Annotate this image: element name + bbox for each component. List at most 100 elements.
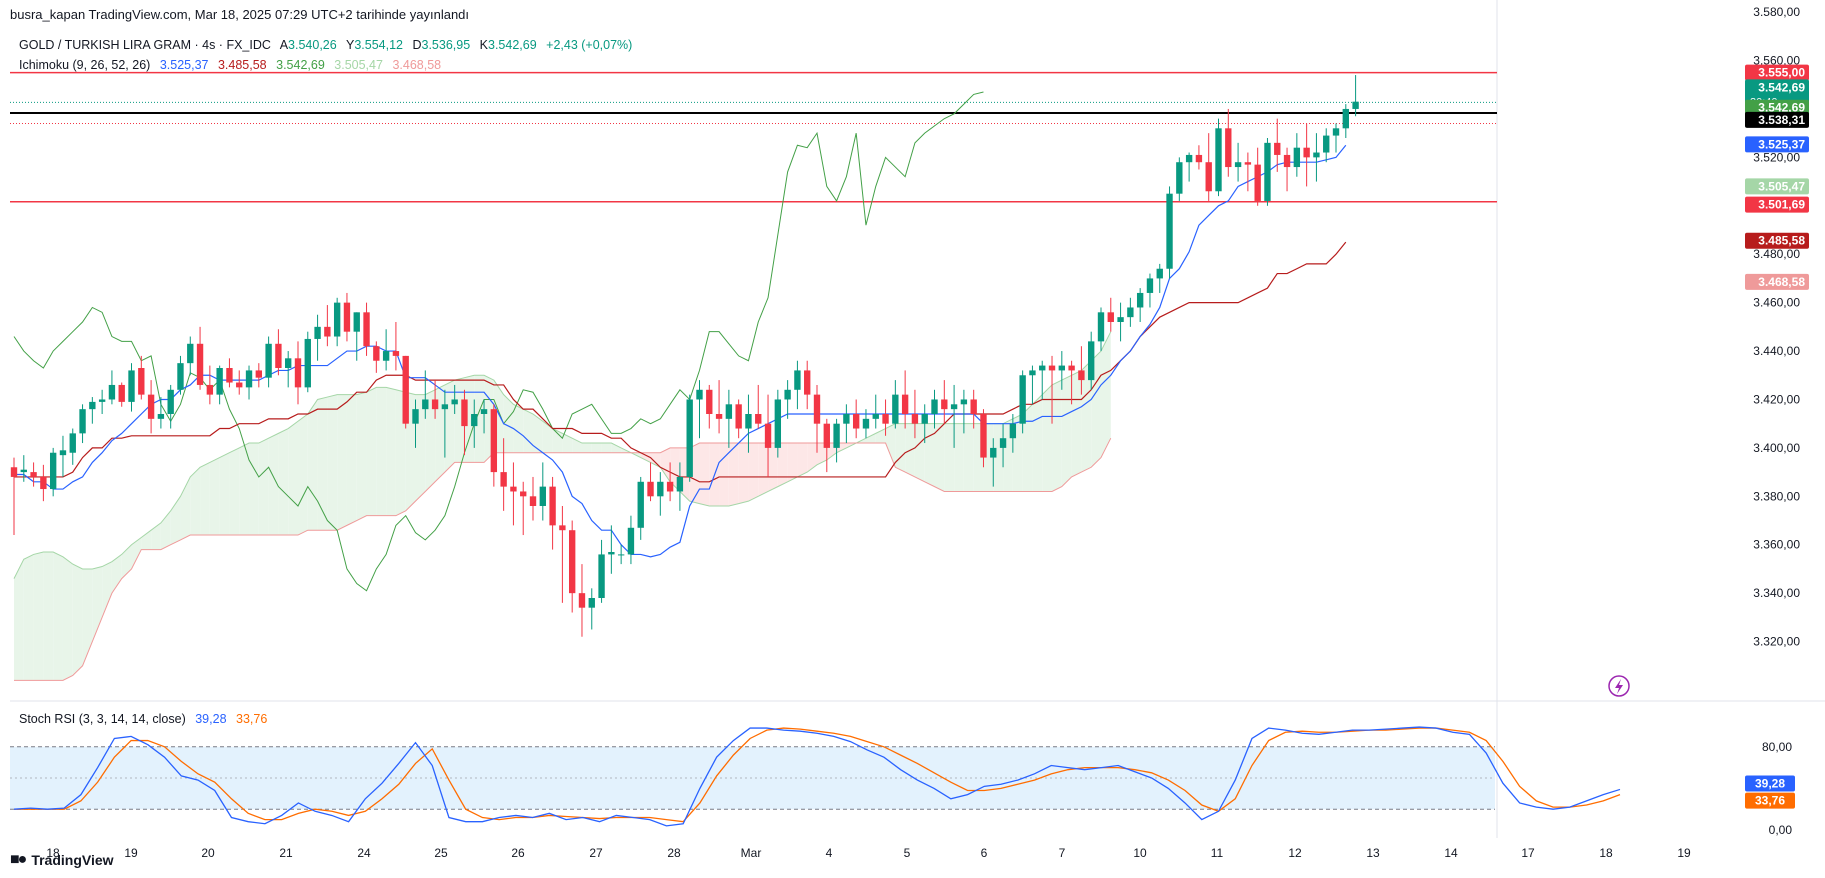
candle bbox=[441, 389, 449, 458]
candle bbox=[343, 292, 351, 342]
candle bbox=[1039, 360, 1046, 400]
open-label: A bbox=[279, 38, 289, 52]
candle-body bbox=[275, 343, 282, 368]
candle bbox=[911, 389, 919, 439]
candle bbox=[1078, 346, 1085, 395]
candle-body bbox=[666, 481, 674, 492]
cloud-segment bbox=[454, 377, 465, 463]
price-tick-label: 3.400,00 bbox=[1753, 441, 1800, 455]
candle-body bbox=[608, 552, 615, 555]
candle-body bbox=[1303, 147, 1310, 158]
candle-body bbox=[138, 368, 145, 395]
candle bbox=[862, 409, 870, 439]
candle bbox=[255, 363, 262, 388]
cloud-segment bbox=[768, 443, 778, 492]
candle bbox=[1019, 370, 1026, 434]
candle bbox=[167, 384, 174, 429]
candle bbox=[1283, 147, 1291, 192]
candle-body bbox=[833, 423, 840, 448]
candle bbox=[1088, 331, 1095, 390]
stoch-badge: 33,76 bbox=[1745, 792, 1795, 809]
ichimoku-legend[interactable]: Ichimoku (9, 26, 52, 26) 3.525,37 3.485,… bbox=[19, 58, 447, 72]
candle bbox=[794, 360, 801, 410]
time-tick-label: 25 bbox=[434, 846, 448, 860]
cloud-segment bbox=[924, 423, 935, 487]
candle bbox=[1068, 360, 1075, 405]
ichimoku-spana-value: 3.505,47 bbox=[334, 58, 383, 72]
ichimoku-chikou-value: 3.542,69 bbox=[276, 58, 325, 72]
candle bbox=[520, 481, 527, 536]
cloud-segment bbox=[963, 423, 974, 492]
cloud-segment bbox=[102, 561, 112, 618]
price-tick-label: 3.460,00 bbox=[1753, 296, 1800, 310]
candle-body bbox=[1136, 292, 1144, 308]
cloud-segment bbox=[366, 387, 377, 516]
cloud-segment bbox=[1061, 375, 1072, 487]
stoch-legend[interactable]: Stoch RSI (3, 3, 14, 14, close) 39,28 33… bbox=[19, 712, 273, 726]
cloud-segment bbox=[1071, 370, 1082, 477]
candle-body bbox=[245, 370, 253, 388]
cloud-segment bbox=[425, 389, 436, 492]
candle bbox=[1323, 128, 1330, 163]
candle-body bbox=[1029, 370, 1036, 376]
candle bbox=[363, 302, 370, 356]
cloud-segment bbox=[1042, 384, 1053, 492]
candle bbox=[353, 312, 360, 361]
candle-body bbox=[970, 399, 977, 414]
candle-body bbox=[539, 486, 546, 506]
price-badge: 3.501,69 bbox=[1745, 196, 1809, 213]
candle bbox=[1234, 142, 1242, 182]
candle-body bbox=[1215, 128, 1222, 192]
candle-body bbox=[725, 404, 733, 419]
cloud-segment bbox=[542, 421, 553, 453]
cloud-segment bbox=[82, 568, 93, 666]
candle-body bbox=[285, 358, 292, 368]
price-tick-label: 3.360,00 bbox=[1753, 538, 1800, 552]
candle bbox=[510, 462, 517, 526]
candle bbox=[755, 384, 762, 429]
candle-body bbox=[1185, 154, 1193, 163]
candle bbox=[216, 365, 223, 405]
cloud-segment bbox=[777, 443, 788, 487]
cloud-segment bbox=[934, 423, 945, 492]
candle-body bbox=[823, 423, 830, 448]
cloud-segment bbox=[297, 414, 308, 536]
lightning-icon[interactable] bbox=[1608, 675, 1630, 697]
candle bbox=[451, 384, 458, 414]
cloud-segment bbox=[23, 554, 34, 681]
candle-body bbox=[1352, 101, 1359, 109]
price-badge: 3.468,58 bbox=[1745, 273, 1809, 290]
candle bbox=[30, 462, 37, 487]
cloud-segment bbox=[288, 421, 298, 536]
cloud-segment bbox=[611, 443, 622, 453]
candle bbox=[931, 389, 938, 429]
candle-body bbox=[549, 486, 556, 526]
candle-body bbox=[755, 414, 762, 424]
candle bbox=[471, 399, 478, 448]
tradingview-logo[interactable]: ■● TradingView bbox=[10, 851, 114, 869]
candle-body bbox=[960, 399, 968, 405]
candle bbox=[128, 363, 135, 412]
candle-body bbox=[578, 593, 586, 608]
candle-body bbox=[1293, 147, 1301, 168]
candle-body bbox=[1048, 365, 1056, 371]
candle bbox=[69, 428, 76, 465]
candle bbox=[1205, 133, 1212, 201]
candle bbox=[882, 399, 889, 436]
cloud-segment bbox=[219, 452, 230, 536]
candle-body bbox=[353, 312, 360, 332]
candle bbox=[715, 380, 723, 434]
time-tick-label: 21 bbox=[279, 846, 293, 860]
price-badge: 3.505,47 bbox=[1745, 178, 1809, 195]
candle bbox=[382, 329, 390, 371]
cloud-segment bbox=[239, 443, 250, 536]
cloud-segment bbox=[944, 423, 955, 492]
cloud-segment bbox=[170, 496, 181, 545]
symbol-title[interactable]: GOLD / TURKISH LIRA GRAM · 4s · FX_IDC bbox=[19, 38, 271, 52]
cloud-segment bbox=[180, 476, 191, 540]
candle bbox=[813, 384, 821, 453]
close-label: K bbox=[479, 38, 488, 52]
candle bbox=[725, 389, 733, 448]
candle-body bbox=[686, 399, 693, 477]
